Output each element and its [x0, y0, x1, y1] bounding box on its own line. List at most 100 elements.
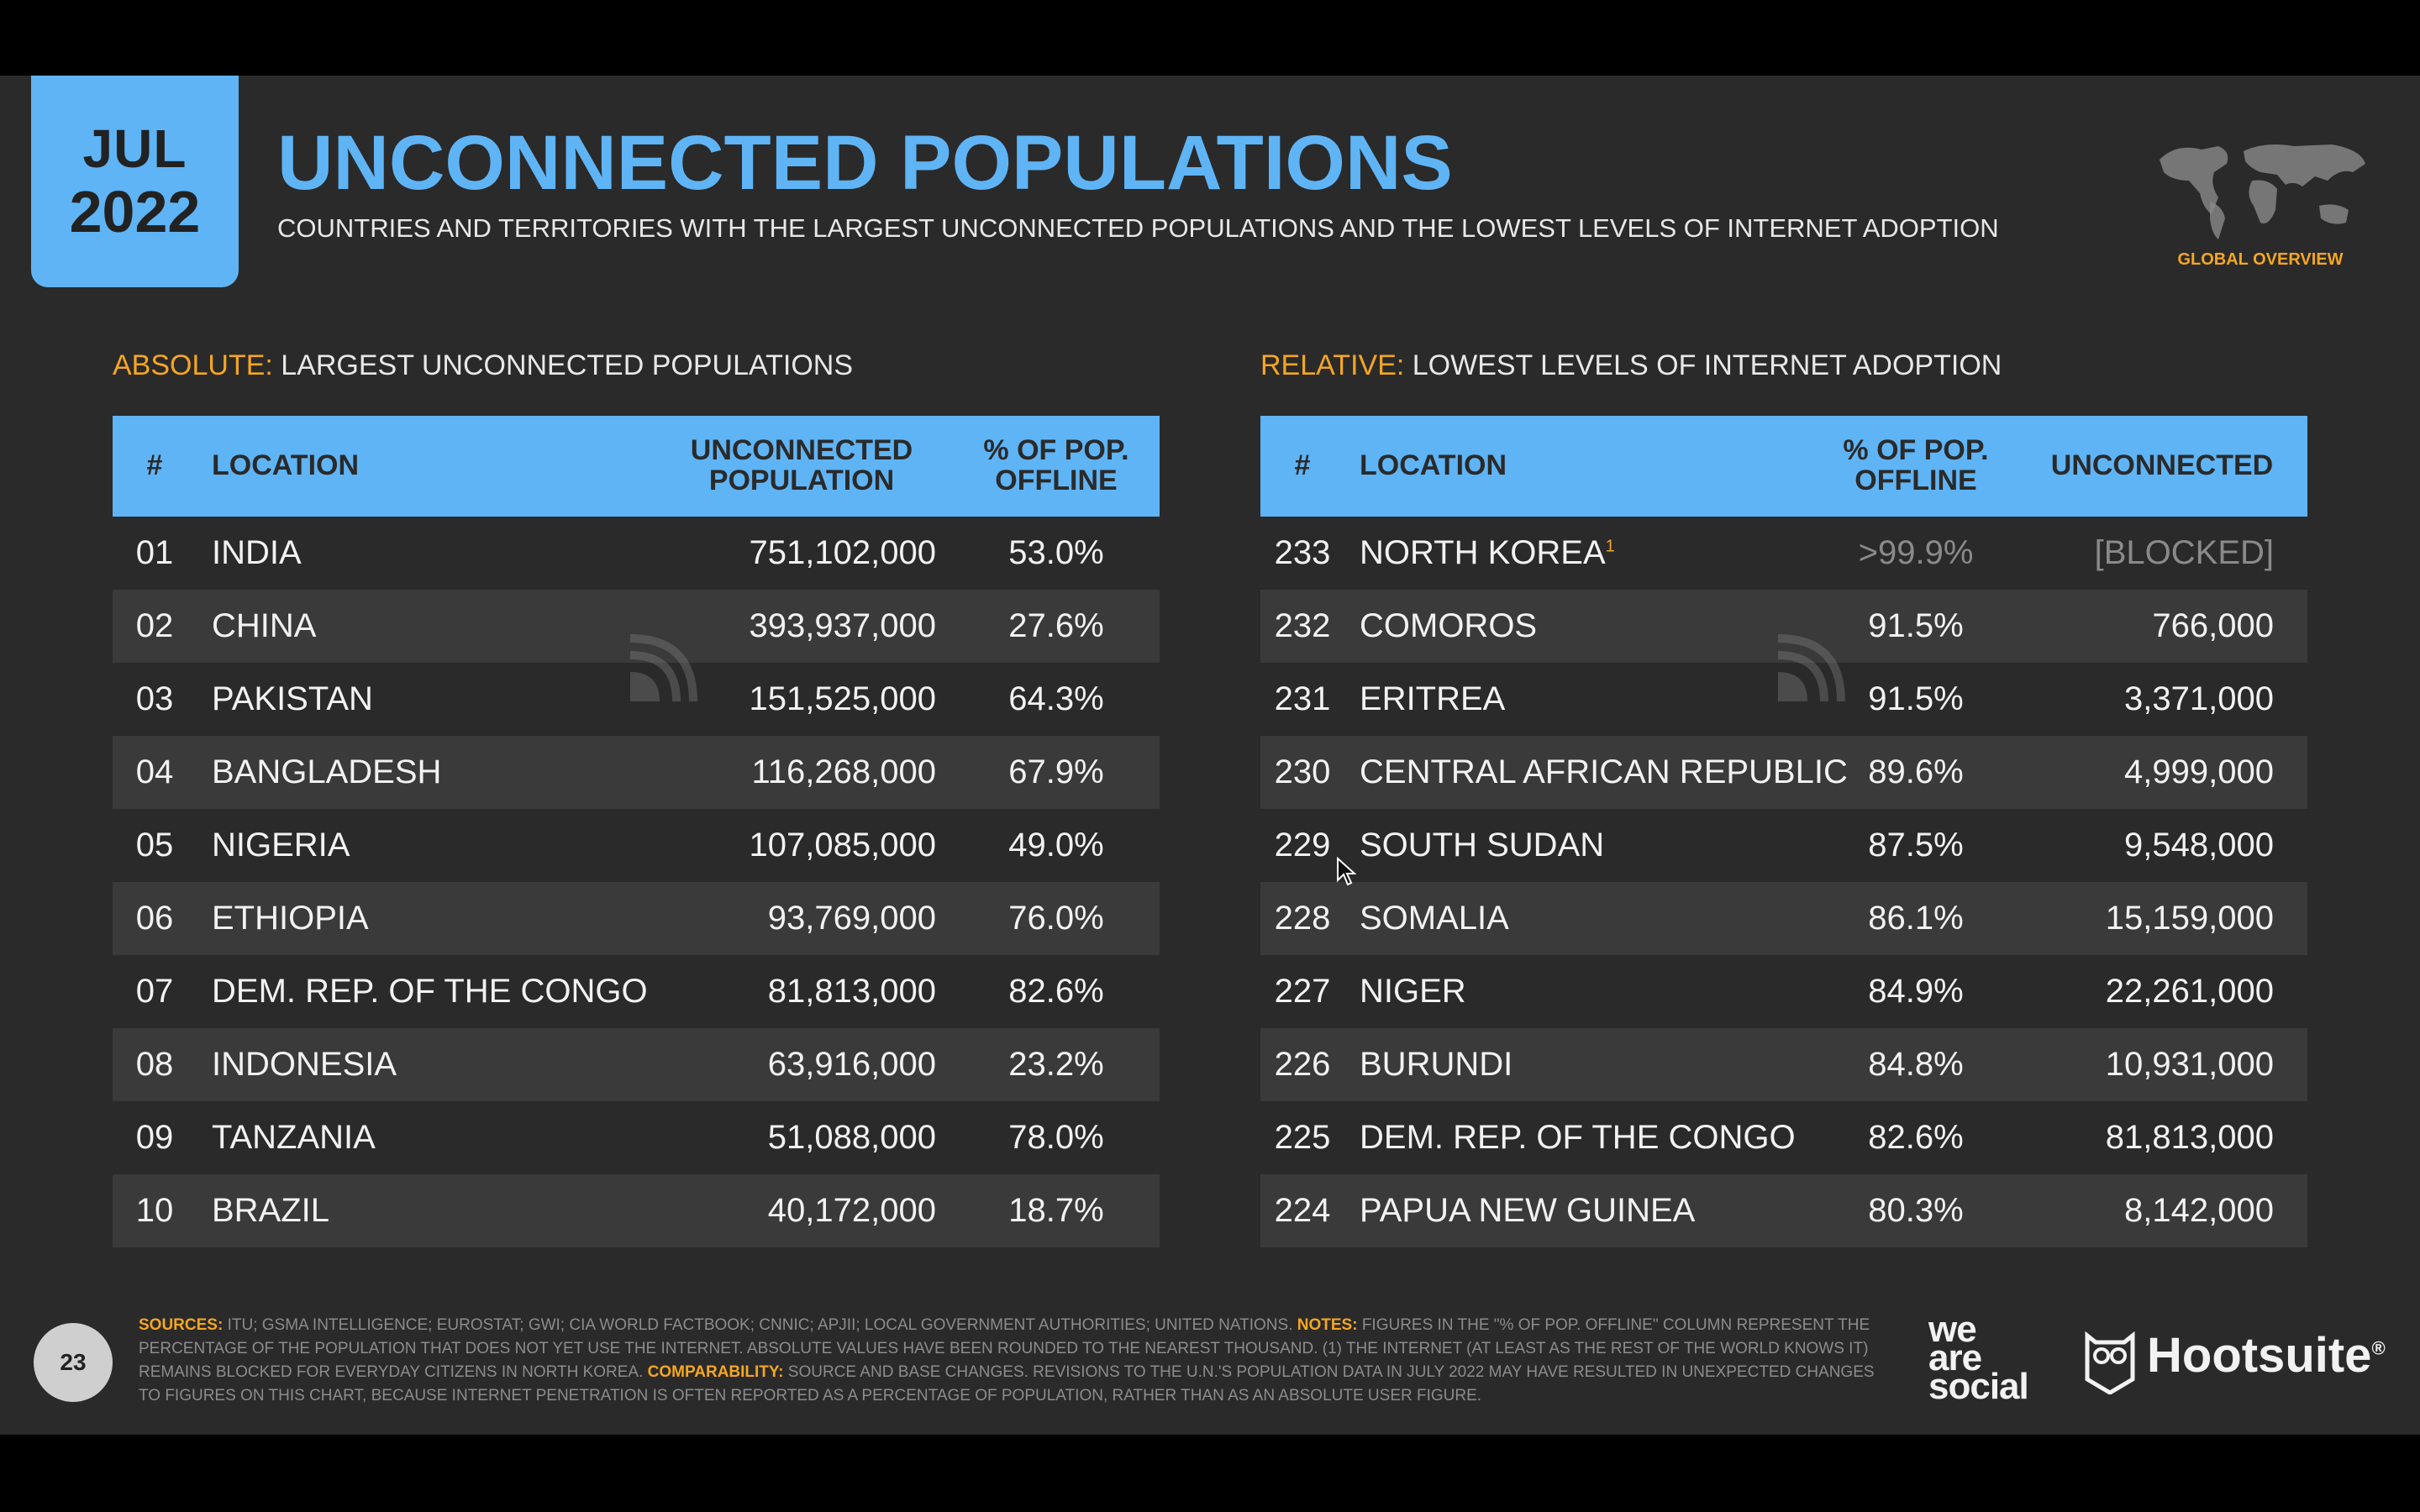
header-line: UNCONNECTED [690, 434, 913, 467]
location-cell: TANZANIA [212, 1119, 376, 1156]
unconnected-cell: 15,159,000 [2105, 900, 2274, 937]
location-cell: PAPUA NEW GUINEA [1344, 1192, 1815, 1230]
unconnected-population-cell: 63,916,000 [767, 1046, 936, 1083]
table-row: 01 INDIA 751,102,000 53.0% [113, 517, 1160, 590]
date-tab: JUL 2022 [31, 76, 239, 287]
table-row: 06 ETHIOPIA 93,769,000 76.0% [113, 882, 1160, 955]
table-row: 02 CHINA 393,937,000 27.6% [113, 590, 1160, 663]
pct-offline-cell: 87.5% [1868, 827, 1964, 864]
table-row: 08 INDONESIA 63,916,000 23.2% [113, 1028, 1160, 1101]
rank-cell: 06 [135, 900, 174, 937]
comparability-label: COMPARABILITY: [647, 1363, 784, 1381]
table-row: 225 DEM. REP. OF THE CONGO 82.6% 81,813,000 [1260, 1101, 2307, 1174]
table-row: 227 NIGER 84.9% 22,261,000 [1260, 955, 2307, 1028]
location-cell: BURUNDI [1344, 1046, 1815, 1084]
relative-section-label: RELATIVE: LOWEST LEVELS OF INTERNET ADOP… [1260, 349, 2002, 382]
location-cell: DEM. REP. OF THE CONGO [212, 973, 648, 1010]
absolute-table-body: 01 INDIA 751,102,000 53.0% 02 CHINA 393,937,00… [113, 517, 1160, 1247]
unconnected-population-cell: 51,088,000 [767, 1119, 936, 1156]
header-rank: # [1294, 449, 1311, 482]
pct-offline-cell: 76.0% [1008, 900, 1104, 937]
location-cell: BANGLADESH [212, 753, 442, 790]
location-cell: ERITREA [1344, 680, 1815, 718]
relative-label-text: LOWEST LEVELS OF INTERNET ADOPTION [1404, 349, 2002, 381]
location-cell: NORTH KOREA1 [1344, 534, 1815, 572]
table-row: 224 PAPUA NEW GUINEA 80.3% 8,142,000 [1260, 1174, 2307, 1247]
rank-cell: 04 [135, 753, 174, 790]
pct-offline-cell: 64.3% [1008, 680, 1104, 717]
unconnected-population-cell: 393,937,000 [749, 607, 936, 644]
rank-cell: 226 [1274, 1046, 1331, 1083]
registered-mark: ® [2371, 1337, 2386, 1359]
header-line: OFFLINE [1854, 465, 1977, 496]
absolute-section-label: ABSOLUTE: LARGEST UNCONNECTED POPULATION… [113, 349, 853, 382]
rank-cell: 225 [1274, 1119, 1331, 1156]
pct-offline-cell: 91.5% [1868, 607, 1964, 644]
absolute-table-header: # LOCATION UNCONNECTED POPULATION % OF P… [113, 416, 1160, 517]
pct-offline-cell: 49.0% [1008, 827, 1104, 864]
table-row: 05 NIGERIA 107,085,000 49.0% [113, 809, 1160, 882]
location-text: SOUTH SUDAN [1360, 827, 1605, 864]
logo-line: social [1928, 1366, 2029, 1407]
table-row: 09 TANZANIA 51,088,000 78.0% [113, 1101, 1160, 1174]
location-cell: SOUTH SUDAN [1344, 827, 1815, 864]
unconnected-cell: 4,999,000 [2124, 753, 2274, 790]
datareportal-icon [629, 634, 697, 702]
owl-icon [2085, 1331, 2135, 1394]
table-row: 233 NORTH KOREA1 >99.9% [BLOCKED] [1260, 517, 2307, 590]
logo-line: we [1928, 1309, 1977, 1350]
location-cell: INDIA [212, 534, 302, 571]
notes-text: FIGURES IN THE "% OF POP. OFFLINE" COLUM… [139, 1316, 1870, 1381]
location-cell: PAKISTAN [212, 680, 373, 717]
absolute-label-highlight: ABSOLUTE: [113, 349, 273, 381]
rank-cell: 232 [1274, 607, 1331, 644]
page-subtitle: COUNTRIES AND TERRITORIES WITH THE LARGE… [277, 213, 1999, 243]
location-text: CENTRAL AFRICAN REPUBLIC [1360, 753, 1848, 790]
pct-offline-cell: 82.6% [1868, 1119, 1964, 1156]
unconnected-population-cell: 107,085,000 [749, 827, 936, 864]
page-number: 23 [34, 1323, 113, 1402]
location-text: ERITREA [1360, 680, 1506, 717]
header-line: POPULATION [708, 465, 895, 496]
table-row: 07 DEM. REP. OF THE CONGO 81,813,000 82.6% [113, 955, 1160, 1028]
global-overview-badge: GLOBAL OVERVIEW [2177, 250, 2344, 269]
location-cell: CENTRAL AFRICAN REPUBLIC [1344, 753, 1848, 791]
location-text: SOMALIA [1360, 900, 1509, 937]
pct-offline-cell: >99.9% [1858, 534, 1974, 571]
unconnected-cell: 9,548,000 [2124, 827, 2274, 864]
relative-label-highlight: RELATIVE: [1260, 349, 1405, 381]
pct-offline-cell: 91.5% [1868, 680, 1964, 717]
table-row: 04 BANGLADESH 116,268,000 67.9% [113, 736, 1160, 809]
unconnected-population-cell: 81,813,000 [767, 973, 936, 1010]
sources-label: SOURCES: [139, 1316, 224, 1334]
unconnected-cell: [BLOCKED] [2094, 534, 2274, 571]
rank-cell: 230 [1274, 753, 1331, 790]
footnote-marker: 1 [1605, 537, 1615, 556]
table-row: 231 ERITREA 91.5% 3,371,000 [1260, 663, 2307, 736]
location-cell: ETHIOPIA [212, 900, 369, 937]
location-cell: COMOROS [1344, 607, 1815, 645]
relative-table: # LOCATION % OF POP. OFFLINE UNCONNECTED… [1260, 416, 2307, 1247]
rank-cell: 05 [135, 827, 174, 864]
rank-cell: 07 [135, 973, 174, 1010]
we-are-social-logo: we are social [1928, 1309, 2029, 1407]
sources-text: ITU; GSMA INTELLIGENCE; EUROSTAT; GWI; C… [223, 1316, 1297, 1334]
rank-cell: 224 [1274, 1192, 1331, 1229]
header-unconnected-population: UNCONNECTED POPULATION [667, 436, 953, 496]
world-map-icon [2160, 144, 2365, 239]
rank-cell: 233 [1274, 534, 1331, 571]
header-line: OFFLINE [995, 465, 1118, 496]
location-text: NIGER [1360, 973, 1466, 1010]
logo-line: are [1928, 1337, 1982, 1378]
pct-offline-cell: 78.0% [1008, 1119, 1104, 1156]
footer-notes: SOURCES: ITU; GSMA INTELLIGENCE; EUROSTA… [139, 1314, 1886, 1408]
datareportal-icon [1777, 634, 1845, 702]
rank-cell: 01 [135, 534, 174, 571]
location-cell: BRAZIL [212, 1192, 330, 1229]
relative-table-header: # LOCATION % OF POP. OFFLINE UNCONNECTED [1260, 416, 2307, 517]
table-row: 10 BRAZIL 40,172,000 18.7% [113, 1174, 1160, 1247]
rank-cell: 229 [1274, 827, 1331, 864]
pct-offline-cell: 53.0% [1008, 534, 1104, 571]
pct-offline-cell: 18.7% [1008, 1192, 1104, 1229]
pct-offline-cell: 86.1% [1868, 900, 1964, 937]
